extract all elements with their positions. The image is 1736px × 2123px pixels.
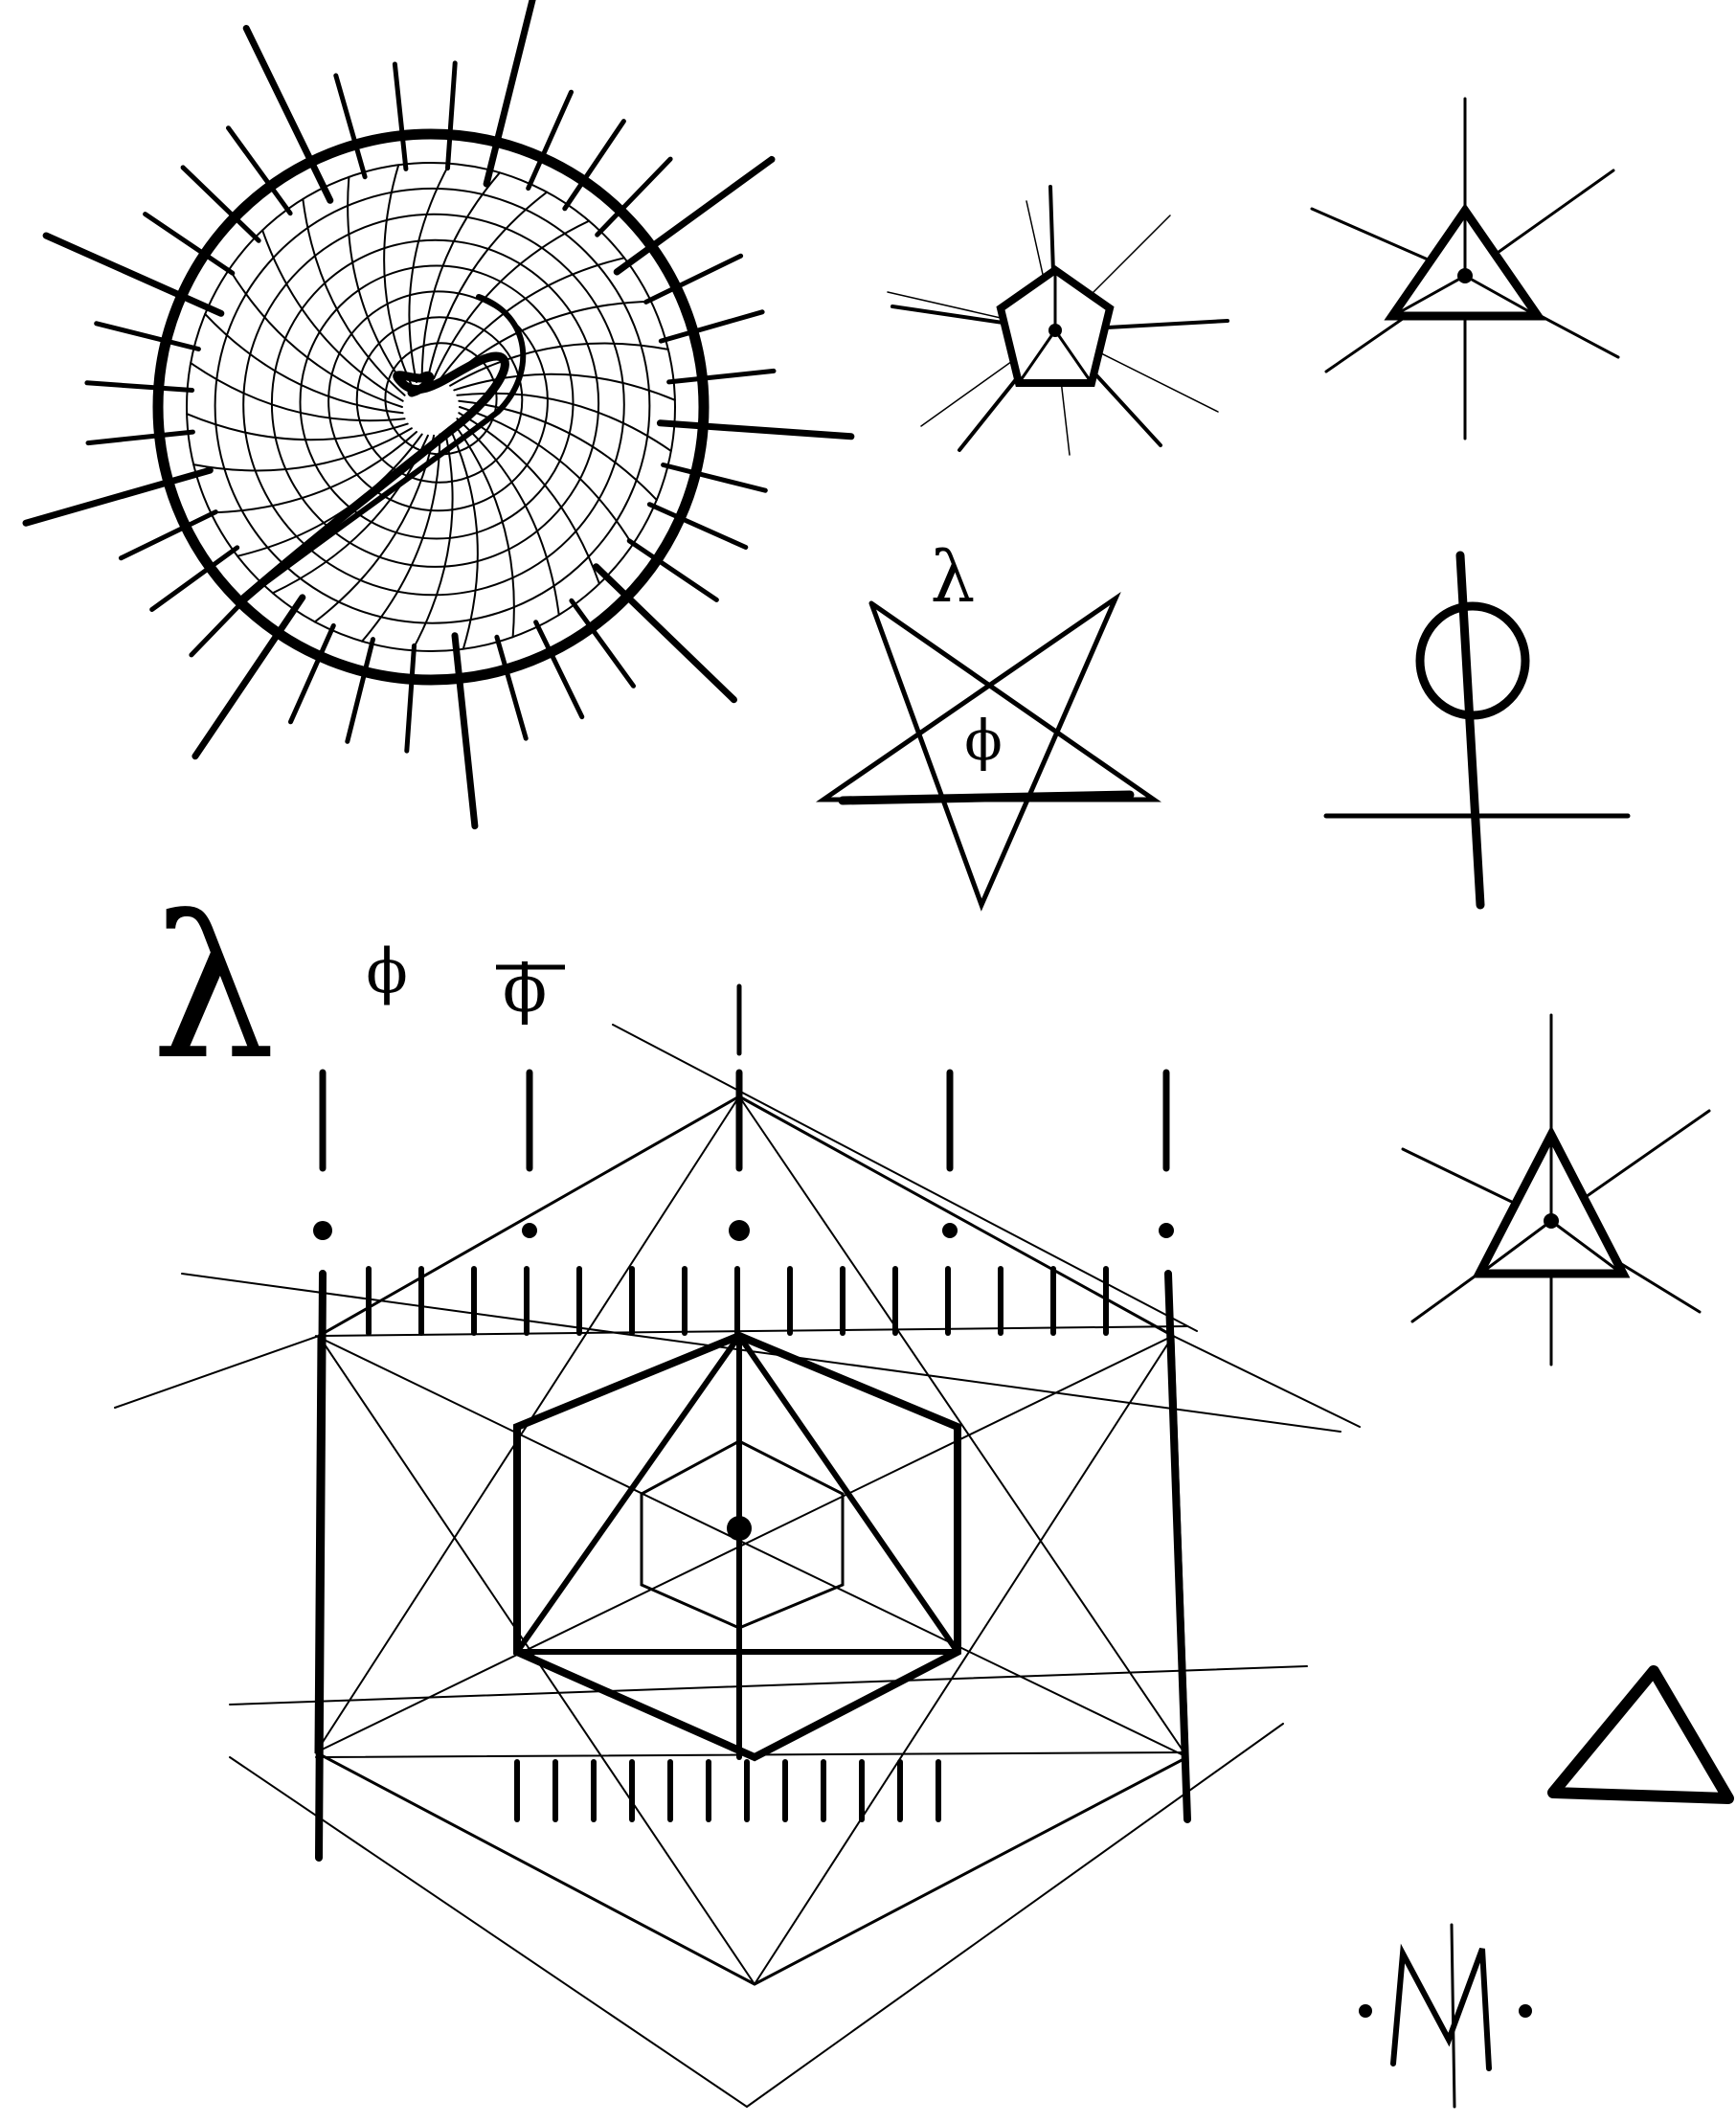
phi-glyph: ϕ xyxy=(366,937,408,1007)
spiral-grid-spokes xyxy=(186,162,676,652)
sunburst-ray xyxy=(562,119,626,212)
spiral-spoke xyxy=(453,422,515,639)
hexagon-grid-icon xyxy=(114,983,1361,2108)
hexagon-tick-row-bottom xyxy=(514,1759,941,1822)
spiral-spoke xyxy=(347,175,409,392)
sunburst-ray xyxy=(333,73,368,180)
sunburst-ray xyxy=(451,632,479,830)
spiral-spoke xyxy=(204,312,404,415)
sunburst-ray xyxy=(143,212,236,276)
sunburst-ray xyxy=(494,634,529,741)
pentagram-lambda-glyph: λ xyxy=(931,536,976,619)
spiral-grid-rings xyxy=(186,162,676,652)
triangle-with-dot-icon xyxy=(1401,1013,1711,1366)
spiral-ring xyxy=(186,162,676,652)
inverted-pentagram-icon: λ ϕ xyxy=(815,536,1161,912)
sunburst-ray xyxy=(84,380,195,393)
spiral-spoke xyxy=(228,268,403,408)
triangle-with-dot-icon xyxy=(1310,97,1620,440)
sunburst-outer-ring xyxy=(152,128,710,686)
sunburst-ray xyxy=(613,155,776,276)
spiral-spoke xyxy=(458,399,658,502)
golden-spiral-curve xyxy=(239,351,509,603)
spiral-ring xyxy=(270,238,600,568)
spiral-spoke xyxy=(210,431,417,514)
sunburst-ray xyxy=(595,156,673,237)
sunburst-ray xyxy=(483,0,536,188)
m-monogram-icon xyxy=(1359,1923,1532,2109)
drop-dot xyxy=(522,1223,537,1238)
hexagon-center-dot xyxy=(727,1516,752,1541)
spiral-ring xyxy=(327,290,549,512)
pentagon-with-dot-icon xyxy=(887,185,1229,456)
sunburst-ray xyxy=(569,598,636,689)
spiral-spoke xyxy=(458,412,600,585)
sunburst-ray xyxy=(192,594,306,760)
drop-dot xyxy=(942,1223,958,1238)
sunburst-ray xyxy=(180,165,261,243)
sunburst-ray xyxy=(94,321,201,351)
spiral-spoke xyxy=(261,229,404,402)
sunburst-ray xyxy=(242,25,334,204)
sunburst-ray xyxy=(658,309,765,344)
sunburst-ray xyxy=(656,419,855,440)
spiral-spoke xyxy=(411,431,454,652)
hexagon-drop-markers xyxy=(313,1069,1174,1241)
sunburst-ray xyxy=(149,545,240,612)
spiral-spoke xyxy=(433,219,591,380)
sunburst-ray xyxy=(118,509,218,561)
sunburst-ray xyxy=(42,232,225,317)
spiral-spoke xyxy=(383,164,413,387)
barred-phi-letter: ϕ xyxy=(503,952,547,1028)
phi-staff-icon xyxy=(1323,551,1631,910)
sunburst-ray xyxy=(661,463,768,493)
pentagram-phi-glyph: ϕ xyxy=(964,708,1003,773)
drop-dot xyxy=(1159,1223,1174,1238)
sunburst-ray xyxy=(288,622,336,725)
spiral-spoke xyxy=(302,197,406,396)
sunburst-ray xyxy=(643,253,744,305)
sunburst-ray xyxy=(593,563,737,704)
sunburst-ray xyxy=(445,60,458,171)
large-lambda-glyph: λ xyxy=(151,875,276,1103)
spiral-spoke xyxy=(420,171,501,381)
sunburst-rays xyxy=(22,0,855,830)
sunburst-ray xyxy=(526,89,574,192)
sunburst-ray xyxy=(626,538,719,602)
sunburst-ray xyxy=(404,643,417,754)
spiral-spoke xyxy=(426,191,549,380)
sunburst-ray xyxy=(22,466,214,527)
spiral-spoke xyxy=(361,433,441,643)
hexagon-tick-row-top xyxy=(366,1266,1109,1336)
spiral-spoke xyxy=(439,257,625,381)
golden-spiral-sun-icon xyxy=(22,0,855,830)
spiral-ring xyxy=(214,187,651,624)
spiral-spoke xyxy=(408,162,451,383)
spiral-spoke xyxy=(456,392,672,452)
sunburst-ray xyxy=(226,125,293,216)
sunburst-ray xyxy=(85,429,195,446)
spiral-ring xyxy=(355,316,524,484)
drop-dot xyxy=(313,1221,332,1240)
triangle-icon xyxy=(1547,1665,1734,1804)
spiral-ring xyxy=(242,213,625,597)
spiral-spoke xyxy=(453,373,676,401)
sunburst-ray xyxy=(345,637,375,744)
drop-dot xyxy=(729,1220,750,1241)
spiral-ring xyxy=(299,264,575,540)
spiral-inner-curl xyxy=(241,294,527,601)
sunburst-ray xyxy=(392,61,409,171)
spiral-spoke xyxy=(190,362,406,422)
spiral-spoke xyxy=(449,342,669,387)
sunburst-ray xyxy=(646,502,749,550)
spiral-spoke xyxy=(192,427,413,472)
sunburst-ray xyxy=(533,620,585,720)
sunburst-ray xyxy=(666,368,777,385)
spiral-spoke xyxy=(456,418,560,617)
spiral-spoke xyxy=(449,427,479,650)
barred-phi-glyph: ϕ xyxy=(496,952,565,1028)
spiral-spoke xyxy=(186,413,409,441)
